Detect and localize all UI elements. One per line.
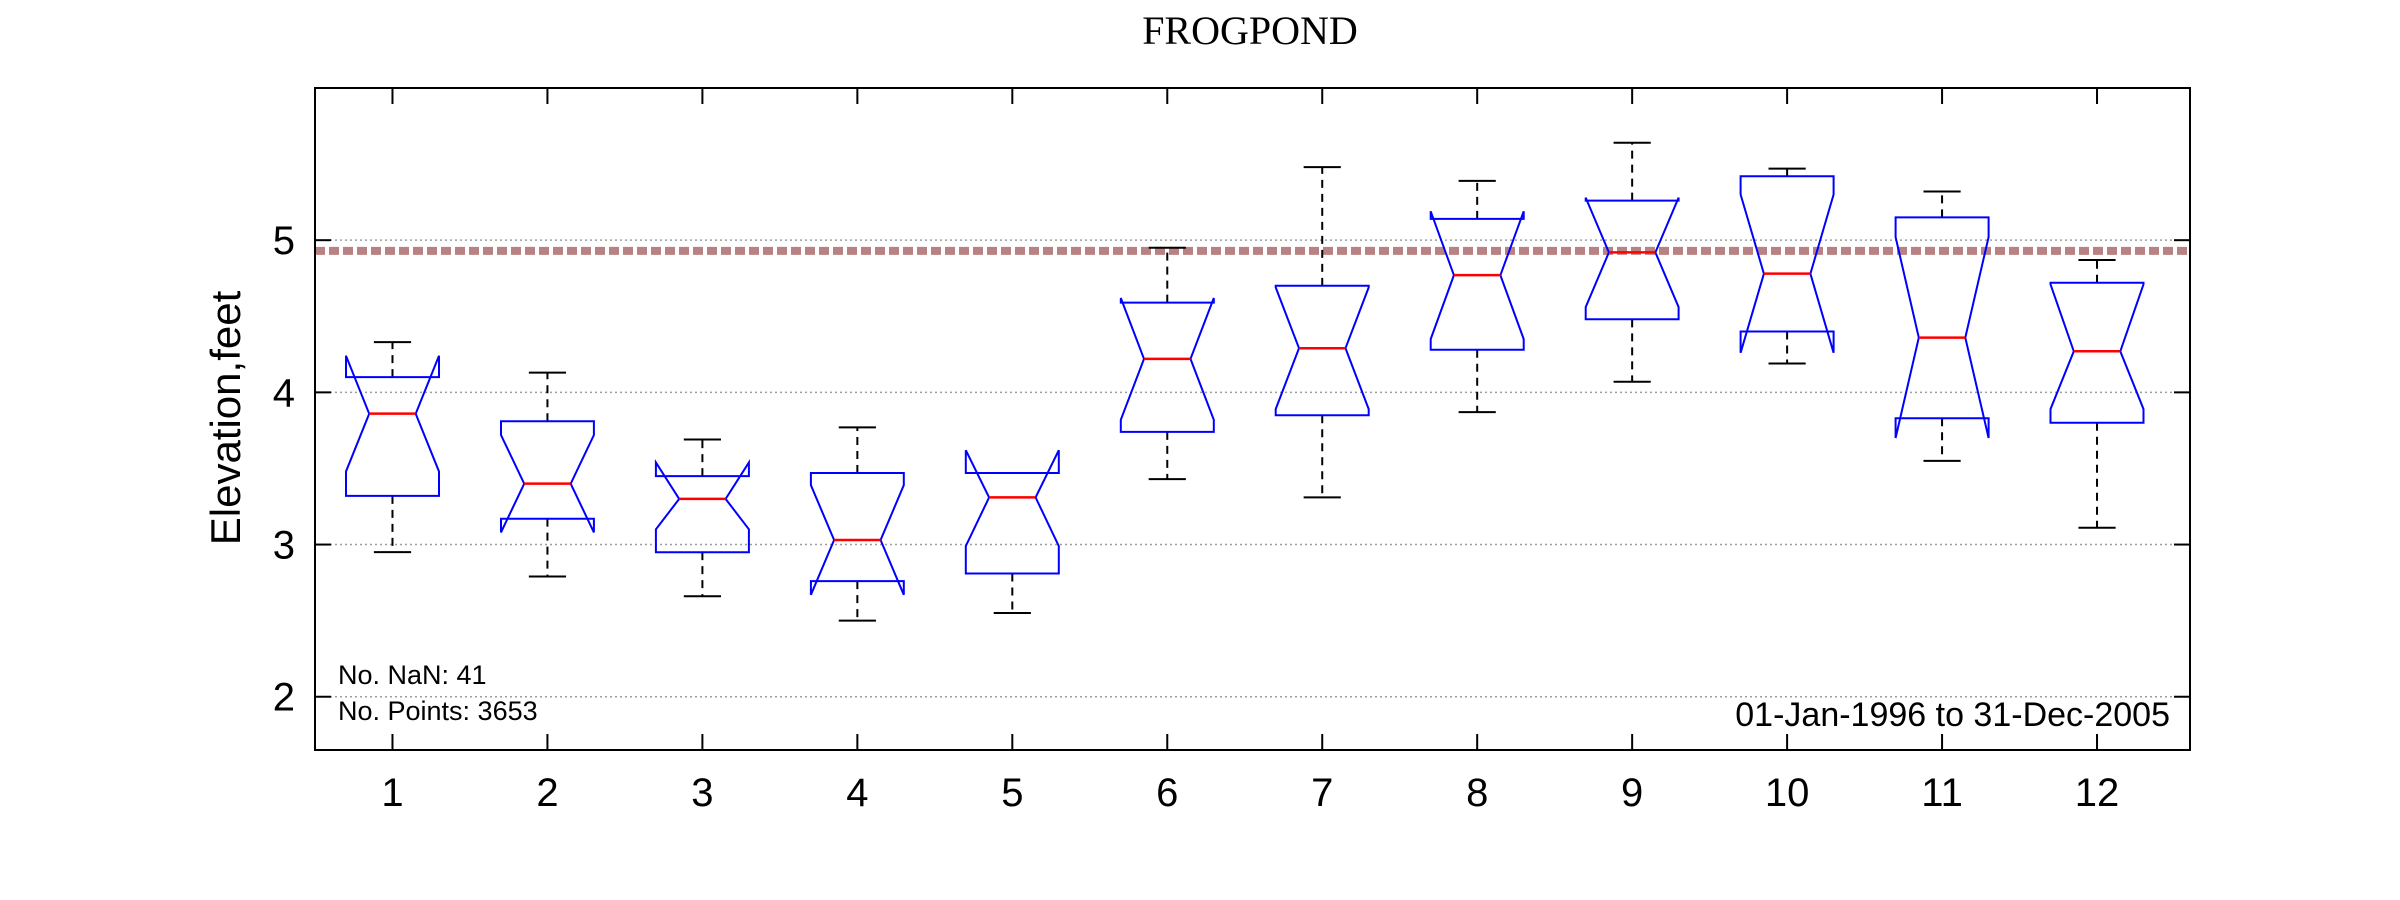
no-points-annotation: No. Points: 3653 — [338, 696, 538, 726]
notched-box — [1739, 175, 1835, 354]
box-month-3 — [654, 438, 750, 598]
box-month-9 — [1584, 141, 1680, 383]
y-tick-label: 5 — [273, 219, 295, 263]
box-month-8 — [1429, 179, 1525, 414]
box-month-11 — [1894, 190, 1990, 462]
x-tick-label: 8 — [1466, 771, 1488, 815]
box-month-12 — [2049, 258, 2145, 529]
x-tick-label: 1 — [381, 771, 403, 815]
y-tick-label: 2 — [273, 676, 295, 720]
x-tick-label: 5 — [1001, 771, 1023, 815]
grid-lines — [315, 239, 2190, 698]
box-month-7 — [1274, 166, 1370, 499]
notched-box — [809, 472, 905, 596]
boxes-layer — [345, 141, 2145, 622]
x-tick-label: 4 — [846, 771, 868, 815]
box-month-2 — [500, 371, 595, 578]
plot-frame — [314, 87, 2191, 751]
x-tick-label: 6 — [1156, 771, 1178, 815]
box-month-4 — [809, 426, 905, 622]
box-month-1 — [345, 341, 440, 554]
x-tick-label: 9 — [1621, 771, 1643, 815]
notched-box — [1119, 297, 1215, 433]
notched-box — [1894, 216, 1990, 439]
x-tick-label: 12 — [2075, 771, 2120, 815]
notched-box — [2049, 281, 2145, 424]
y-axis-label: Elevation,feet — [202, 290, 249, 545]
notched-box — [1274, 284, 1370, 417]
x-tick-label: 10 — [1765, 771, 1810, 815]
y-tick-label: 4 — [273, 371, 295, 415]
box-month-10 — [1739, 167, 1835, 365]
x-tick-label: 3 — [691, 771, 713, 815]
notched-box — [964, 449, 1060, 575]
chart-title: FROGPOND — [1142, 8, 1358, 53]
notched-box — [1429, 210, 1525, 351]
x-tick-label: 2 — [536, 771, 558, 815]
date-range-annotation: 01-Jan-1996 to 31-Dec-2005 — [1735, 696, 2170, 734]
notched-box — [345, 355, 440, 497]
no-nan-annotation: No. NaN: 41 — [338, 660, 487, 690]
box-month-5 — [964, 449, 1060, 615]
notched-box — [654, 458, 750, 554]
x-tick-label: 7 — [1311, 771, 1333, 815]
notched-box — [500, 420, 595, 533]
y-tick-label: 3 — [273, 524, 295, 568]
x-tick-label: 11 — [1921, 771, 1963, 815]
box-month-6 — [1119, 246, 1215, 481]
notched-box — [1584, 197, 1680, 321]
